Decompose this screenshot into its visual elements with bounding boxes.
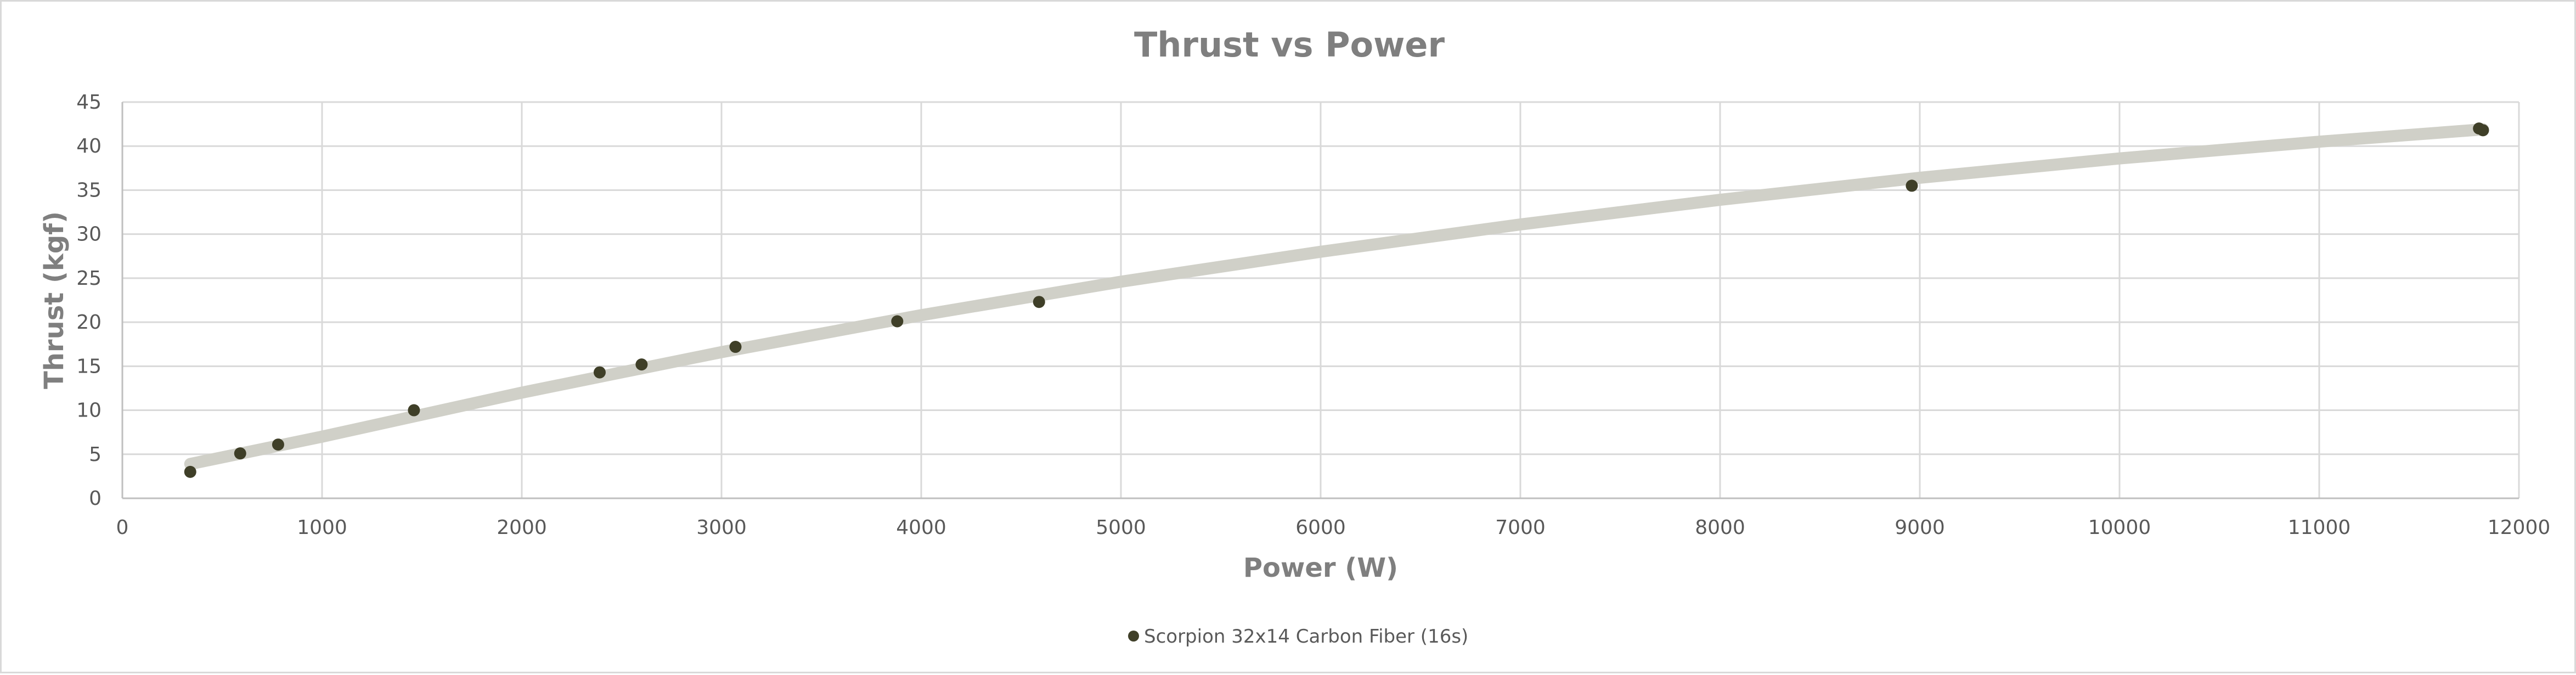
axes: [121, 102, 2519, 499]
y-tick-label: 10: [76, 400, 102, 422]
legend: Scorpion 32x14 Carbon Fiber (16s): [1128, 626, 1468, 648]
y-tick-label: 45: [76, 91, 102, 114]
data-point: [729, 341, 742, 353]
data-point: [234, 447, 246, 460]
chart-title: Thrust vs Power: [1134, 25, 1445, 65]
y-axis-title: Thrust (kgf): [39, 211, 70, 389]
y-tick-label: 20: [76, 311, 102, 334]
y-tick-label: 35: [76, 179, 102, 201]
legend-marker: [1128, 631, 1139, 642]
data-point: [635, 358, 648, 371]
y-tick-label: 30: [76, 223, 102, 246]
y-tick-label: 0: [89, 487, 102, 510]
x-tick-label: 11000: [2288, 516, 2351, 539]
x-axis-title: Power (W): [1243, 553, 1398, 583]
data-points: [184, 122, 2489, 478]
y-tick-label: 25: [76, 267, 102, 290]
x-tick-label: 2000: [497, 516, 547, 539]
trendline: [184, 123, 2489, 470]
x-tick-label: 0: [116, 516, 129, 539]
data-point: [272, 438, 284, 451]
trendline-group: [184, 123, 2489, 470]
x-tick-label: 1000: [297, 516, 347, 539]
legend-label: Scorpion 32x14 Carbon Fiber (16s): [1144, 626, 1468, 648]
data-point: [408, 404, 420, 417]
y-tick-label: 5: [89, 443, 102, 466]
grid: [122, 101, 2520, 498]
data-point: [1033, 296, 1045, 308]
x-tick-label: 9000: [1895, 516, 1945, 539]
data-point: [184, 465, 196, 478]
data-point: [1906, 179, 1918, 192]
data-point: [593, 366, 606, 379]
data-point: [2477, 124, 2489, 137]
x-tick-label: 7000: [1495, 516, 1546, 539]
x-tick-label: 6000: [1295, 516, 1346, 539]
x-tick-label: 12000: [2488, 516, 2551, 539]
tick-labels: 0 5 10 15 20 25 30 35 40 45 0 1000 2000 3000 4000 5000 6…: [76, 91, 2550, 539]
x-tick-label: 10000: [2088, 516, 2151, 539]
y-tick-label: 15: [76, 355, 102, 378]
x-tick-label: 3000: [696, 516, 747, 539]
x-tick-label: 5000: [1096, 516, 1146, 539]
data-point: [891, 315, 904, 328]
x-tick-label: 8000: [1695, 516, 1745, 539]
y-tick-label: 40: [76, 135, 102, 158]
x-tick-label: 4000: [896, 516, 946, 539]
